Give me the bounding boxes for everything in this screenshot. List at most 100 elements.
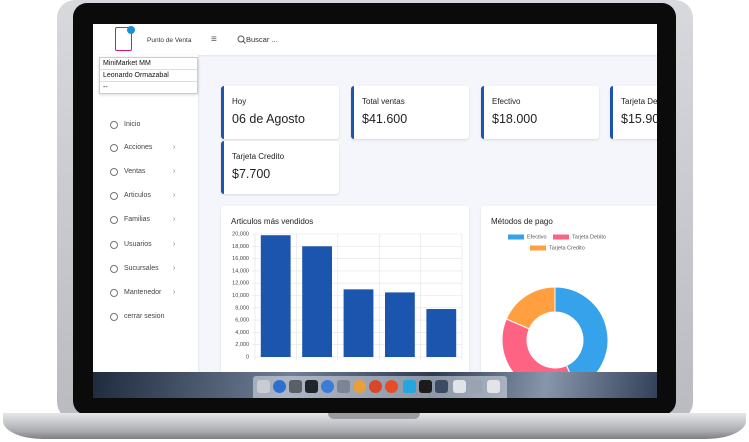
top-bar: Punto de Venta ≡ Buscar ... [93,24,657,55]
chevron: › [173,168,176,175]
menu-icon [110,216,118,224]
menu-label: Acciones [124,144,153,151]
chart-title: Métodos de pago [491,217,553,226]
dock-icon[interactable] [385,380,398,393]
search-input[interactable]: Buscar ... [246,35,278,44]
menu-label: Ventas [124,168,146,175]
bar [260,235,291,357]
card-value: 06 de Agosto [232,112,305,126]
menu-label: Inicio [124,121,141,128]
app-name: Punto de Venta [147,37,192,44]
menu-label: Articulos [124,192,151,199]
stat-card: Hoy 06 de Agosto [221,86,339,139]
dock-icon[interactable] [305,380,318,393]
chevron: › [173,144,176,151]
stat-card: Tarjeta Credito $7.700 [221,141,339,194]
menu-icon [110,241,118,249]
notch [328,413,420,419]
menu-icon [110,192,118,200]
menu-item[interactable]: Ventas › [110,167,190,177]
logo [115,27,132,51]
chevron: › [173,192,176,199]
card-label: Hoy [232,97,247,106]
card-label: Tarjeta Credito [232,152,285,161]
stat-card: Total ventas $41.600 [351,86,469,139]
bar-panel: Articulos más vendidos 0 2,000 4,000 6,000 8… [221,206,469,386]
chevron: › [173,289,176,296]
dock-icon[interactable] [487,380,500,393]
dock-icon[interactable] [257,380,270,393]
menu-item[interactable]: Usuarios › [110,240,190,250]
logo-badge [127,26,135,34]
dock-icon[interactable] [453,380,466,393]
menu-item[interactable]: Acciones › [110,143,190,153]
menu-label: cerrar sesion [124,313,165,320]
chevron: › [173,216,176,223]
user-box: MiniMarket MM Leonardo Ormazabal -- [99,57,198,94]
y-tick-label: 6,000 [235,318,249,324]
dock-icon[interactable] [419,380,432,393]
stat-card: Efectivo $18.000 [481,86,599,139]
card-label: Total ventas [362,97,405,106]
card-value: $18.000 [492,112,538,126]
legend-swatch [553,234,569,240]
menu-toggle[interactable]: ≡ [211,34,217,45]
y-tick-label: 8,000 [235,305,249,311]
dock-icon[interactable] [353,380,366,393]
dock-icon[interactable] [321,380,334,393]
legend-label: Tarjeta Debito [572,234,606,240]
card-value: $41.600 [362,112,408,126]
dock [253,376,507,398]
bar [426,309,457,357]
dock-icon[interactable] [273,380,286,393]
user-line: MiniMarket MM [100,58,197,70]
user-line: -- [103,84,108,91]
chevron: › [173,265,176,272]
menu-icon [110,121,118,129]
y-tick-label: 16,000 [232,256,249,262]
bar [384,292,415,357]
y-tick-label: 14,000 [232,268,249,274]
card-label: Efectivo [492,97,521,106]
menu-icon [110,313,118,321]
legend-label: Tarjeta Credito [549,245,585,251]
legend-swatch [530,245,546,251]
bar [343,289,374,357]
menu-label: Sucursales [124,265,159,272]
menu-item[interactable]: Articulos › [110,191,190,201]
menu-icon [110,168,118,176]
donut-slice [505,286,556,330]
chevron: › [173,241,176,248]
legend-label: Efectivo [527,234,547,240]
y-tick-label: 18,000 [232,244,249,250]
bar-chart: Articulos más vendidos 0 2,000 4,000 6,000 8… [231,217,463,360]
screen: Punto de Venta ≡ Buscar ... MiniMarket M… [93,24,657,398]
menu-icon [110,265,118,273]
menu-icon [110,144,118,152]
legend-swatch [508,234,524,240]
card-value: $7.700 [232,167,271,181]
bar [302,246,333,357]
menu-icon [110,289,118,297]
y-tick-label: 20,000 [232,231,249,237]
menu-label: Familias [124,216,151,223]
dock-icon[interactable] [289,380,302,393]
donut-panel: Métodos de pago Efectivo Tarjeta Debito Ta… [481,206,657,394]
menu-item[interactable]: cerrar sesion [110,312,190,322]
donut-chart: Métodos de pago Efectivo Tarjeta Debito Ta… [491,217,609,394]
dock-icon[interactable] [403,380,416,393]
card-label: Tarjeta Debito [621,97,657,106]
menu-item[interactable]: Inicio [110,120,190,130]
menu-label: Mantenedor [124,289,162,296]
menu-item[interactable]: Sucursales › [110,264,190,274]
dock-icon[interactable] [469,380,482,393]
dock-icon[interactable] [369,380,382,393]
dock-icon[interactable] [435,380,448,393]
dock-icon[interactable] [337,380,350,393]
menu-item[interactable]: Familias › [110,215,190,225]
y-tick-label: 4,000 [235,330,249,336]
y-tick-label: 12,000 [232,281,249,287]
menu-label: Usuarios [124,241,152,248]
menu-item[interactable]: Mantenedor › [110,288,190,298]
